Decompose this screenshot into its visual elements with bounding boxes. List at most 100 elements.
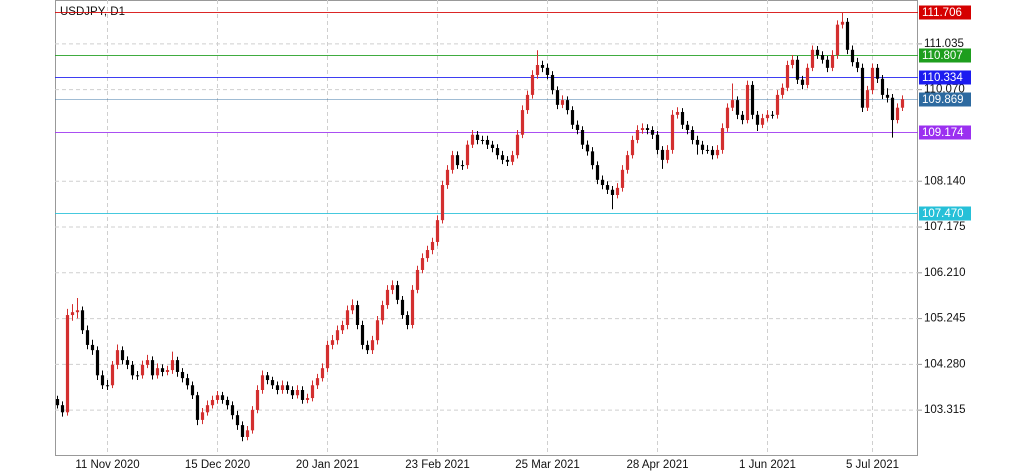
candle-body <box>330 340 335 345</box>
level-label: 109.869 <box>922 94 964 106</box>
candle-body <box>705 149 710 151</box>
candle-body <box>665 149 670 160</box>
candle-body <box>720 128 725 150</box>
candle-body <box>100 375 105 386</box>
candle-body <box>360 325 365 345</box>
candle-body <box>125 360 130 365</box>
candle-body <box>410 289 415 325</box>
candle-body <box>580 130 585 145</box>
candle-body <box>175 360 180 372</box>
candle-body <box>445 169 450 186</box>
candle-body <box>405 315 410 325</box>
candle-body <box>530 74 535 95</box>
candle-body <box>140 364 145 376</box>
plot-frame <box>55 0 918 456</box>
x-tick-label: 23 Feb 2021 <box>405 459 470 471</box>
candle-body <box>315 378 320 386</box>
candle-body <box>695 139 700 145</box>
candle-body <box>890 97 895 121</box>
x-tick-label: 20 Jan 2021 <box>296 459 359 471</box>
y-tick-label: 105.245 <box>924 313 966 325</box>
candle-body <box>730 100 735 108</box>
y-tick-label: 111.035 <box>924 38 964 50</box>
x-tick-label: 11 Nov 2020 <box>75 459 139 471</box>
y-tick-label: 106.210 <box>924 267 966 279</box>
candle-body <box>415 269 420 290</box>
candle-body <box>120 350 125 361</box>
candle-body <box>255 390 260 410</box>
x-tick-label: 1 Jun 2021 <box>739 459 796 471</box>
candle-body <box>525 94 530 111</box>
candle-body <box>460 165 465 167</box>
candle-body <box>150 360 155 376</box>
candle-body <box>280 385 285 390</box>
candle-body <box>490 144 495 149</box>
candle-body <box>895 107 900 121</box>
candle-body <box>715 149 720 156</box>
level-label: 109.174 <box>922 127 964 139</box>
candle-body <box>135 375 140 377</box>
candle-body <box>780 87 785 95</box>
candle-body <box>515 134 520 156</box>
candle-body <box>295 390 300 396</box>
y-tick-label: 108.140 <box>924 175 966 187</box>
candle-body <box>805 67 810 85</box>
candle-body <box>575 124 580 130</box>
candle-body <box>505 159 510 162</box>
level-label: 111.706 <box>922 7 962 19</box>
candle-body <box>880 78 885 95</box>
candle-body <box>65 315 70 413</box>
candle-body <box>725 107 730 129</box>
candle-body <box>885 94 890 98</box>
y-tick-label: 104.280 <box>924 358 966 370</box>
candle-body <box>325 344 330 369</box>
candle-body <box>160 368 165 372</box>
candle-body <box>240 425 245 437</box>
candle-body <box>550 74 555 91</box>
candle-body <box>485 139 490 145</box>
candle-body <box>180 371 185 379</box>
candle-body <box>350 305 355 311</box>
candle-body <box>795 59 800 80</box>
level-label-bg <box>919 206 971 221</box>
candle-body <box>250 409 255 431</box>
candle-body <box>540 65 545 68</box>
candle-body <box>740 114 745 121</box>
candle-body <box>60 405 65 413</box>
candle-body <box>440 185 445 221</box>
candle-body <box>470 134 475 145</box>
candle-body <box>345 310 350 325</box>
level-label: 107.470 <box>922 208 964 220</box>
candle-body <box>205 405 210 413</box>
candle-body <box>870 67 875 91</box>
candle-body <box>535 65 540 75</box>
candle-body <box>85 330 90 345</box>
x-tick-label: 15 Dec 2020 <box>185 459 250 471</box>
candle-body <box>210 399 215 406</box>
candle-body <box>685 124 690 130</box>
candle-body <box>355 305 360 325</box>
candle-body <box>370 340 375 351</box>
candle-body <box>670 114 675 150</box>
candle-body <box>185 378 190 386</box>
candle-body <box>115 350 120 365</box>
candle-body <box>635 130 640 140</box>
candle-body <box>710 149 715 156</box>
candle-body <box>75 310 80 313</box>
candle-body <box>70 312 75 316</box>
candle-body <box>435 220 440 242</box>
candle-body <box>835 24 840 56</box>
candle-body <box>565 100 570 111</box>
y-tick-label: 103.315 <box>924 404 966 416</box>
level-label-bg <box>919 92 971 107</box>
candle-body <box>420 258 425 270</box>
candle-body <box>170 360 175 371</box>
candle-body <box>385 289 390 306</box>
x-tick-label: 5 Jul 2021 <box>846 459 899 471</box>
candle-body <box>735 100 740 115</box>
candle-body <box>230 405 235 416</box>
candle-body <box>590 151 595 166</box>
candle-body <box>775 94 780 115</box>
candle-body <box>455 155 460 166</box>
candle-body <box>335 330 340 341</box>
